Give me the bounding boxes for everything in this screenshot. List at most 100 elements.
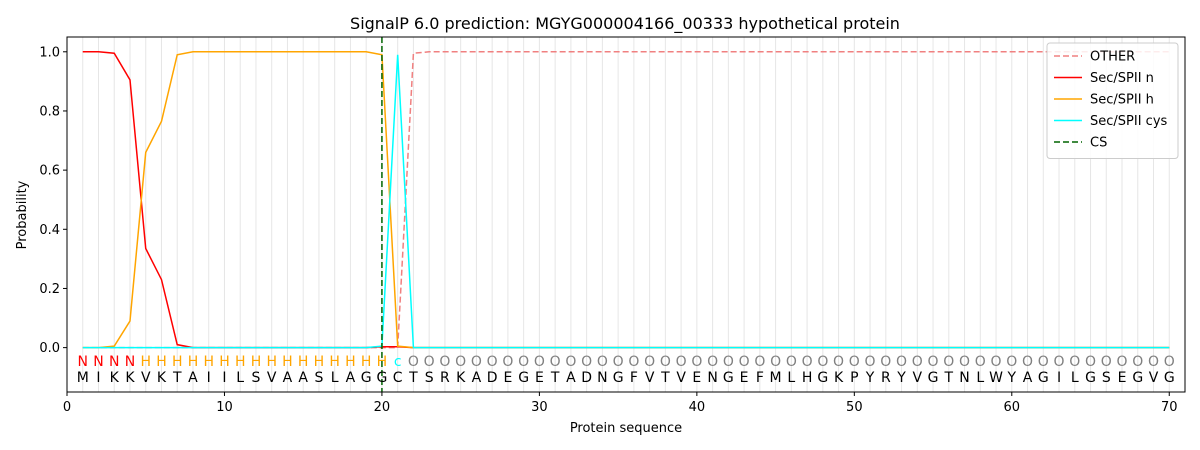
residue-label: E — [740, 370, 749, 386]
legend-label: Sec/SPII n — [1090, 71, 1154, 86]
region-label: H — [156, 354, 167, 370]
chart-title: SignalP 6.0 prediction: MGYG000004166_00… — [350, 14, 900, 34]
residue-label: R — [881, 370, 891, 386]
residue-label: G — [1132, 370, 1143, 386]
region-label: O — [1006, 354, 1017, 370]
region-label: O — [408, 354, 419, 370]
y-tick-label: 0.2 — [39, 282, 60, 297]
region-label: H — [345, 354, 356, 370]
region-label: H — [266, 354, 277, 370]
residue-label: N — [707, 370, 717, 386]
region-label: H — [282, 354, 293, 370]
region-label: N — [109, 354, 119, 370]
region-label: O — [817, 354, 828, 370]
region-label: O — [975, 354, 986, 370]
residue-label: T — [944, 370, 954, 386]
region-label: O — [487, 354, 498, 370]
residue-label: S — [314, 370, 323, 386]
x-tick-label: 30 — [531, 400, 548, 415]
region-label: O — [1148, 354, 1159, 370]
residue-label: Y — [865, 370, 875, 386]
series-line — [82, 51, 1170, 349]
residue-label: S — [252, 370, 261, 386]
region-label: O — [597, 354, 608, 370]
region-label: H — [172, 354, 183, 370]
legend-label: OTHER — [1090, 50, 1135, 65]
residue-label: G — [723, 370, 734, 386]
x-tick-label: 70 — [1161, 400, 1178, 415]
residue-label: G — [613, 370, 624, 386]
y-tick-label: 0.0 — [39, 341, 60, 356]
region-label: H — [251, 354, 262, 370]
residue-label: T — [550, 370, 560, 386]
series-line — [82, 51, 1170, 349]
residue-label: V — [267, 370, 277, 386]
region-label: N — [93, 354, 103, 370]
y-tick-label: 0.4 — [39, 223, 60, 238]
residue-label: L — [236, 370, 244, 386]
residue-label: V — [913, 370, 923, 386]
region-label: O — [991, 354, 1002, 370]
residue-label: C — [393, 370, 403, 386]
residue-label: F — [756, 370, 764, 386]
region-label: O — [1022, 354, 1033, 370]
y-axis-ticks: 0.0 0.2 0.4 0.6 0.8 1.0 — [39, 45, 67, 356]
region-label: O — [534, 354, 545, 370]
x-tick-label: 50 — [846, 400, 863, 415]
residue-label: K — [110, 370, 120, 386]
region-label: c — [394, 354, 402, 370]
residue-label: V — [676, 370, 686, 386]
residue-label: T — [660, 370, 670, 386]
region-label: O — [1085, 354, 1096, 370]
region-label: O — [644, 354, 655, 370]
grid-lines — [82, 37, 1170, 392]
x-tick-label: 0 — [63, 400, 71, 415]
region-label: O — [770, 354, 781, 370]
residue-label: A — [346, 370, 356, 386]
residue-label: G — [1164, 370, 1175, 386]
region-label: O — [518, 354, 529, 370]
region-label: N — [125, 354, 135, 370]
region-label: O — [660, 354, 671, 370]
sequence-labels: NMNINKNKHVHKHTHAHIHIHLHSHVHAHAHSHLHAHGHG… — [77, 354, 1175, 386]
region-label: O — [754, 354, 765, 370]
region-label: N — [78, 354, 88, 370]
region-label: O — [723, 354, 734, 370]
region-label: O — [1054, 354, 1065, 370]
series-line — [82, 54, 1170, 349]
residue-label: V — [1149, 370, 1159, 386]
region-label: O — [676, 354, 687, 370]
residue-label: G — [1085, 370, 1096, 386]
residue-label: G — [1038, 370, 1049, 386]
y-tick-label: 0.6 — [39, 164, 60, 179]
residue-label: G — [817, 370, 828, 386]
region-label: H — [361, 354, 372, 370]
region-label: O — [424, 354, 435, 370]
residue-label: P — [850, 370, 858, 386]
x-tick-label: 10 — [216, 400, 233, 415]
residue-label: Y — [896, 370, 906, 386]
region-label: O — [786, 354, 797, 370]
residue-label: S — [1102, 370, 1111, 386]
legend-label: CS — [1090, 136, 1107, 151]
series-line — [82, 51, 1170, 349]
residue-label: N — [959, 370, 969, 386]
residue-label: D — [487, 370, 498, 386]
residue-label: E — [503, 370, 512, 386]
region-label: H — [298, 354, 309, 370]
region-label: H — [140, 354, 151, 370]
residue-label: G — [376, 370, 387, 386]
legend-label: Sec/SPII h — [1090, 93, 1154, 108]
region-label: O — [943, 354, 954, 370]
region-label: O — [912, 354, 923, 370]
residue-label: A — [472, 370, 482, 386]
region-label: O — [880, 354, 891, 370]
x-axis-ticks: 0 10 20 30 40 50 60 70 — [63, 392, 1178, 415]
residue-label: E — [1118, 370, 1127, 386]
residue-label: A — [1023, 370, 1033, 386]
region-label: O — [928, 354, 939, 370]
residue-label: I — [96, 370, 100, 386]
region-label: H — [314, 354, 325, 370]
residue-label: E — [692, 370, 701, 386]
region-label: O — [1069, 354, 1080, 370]
